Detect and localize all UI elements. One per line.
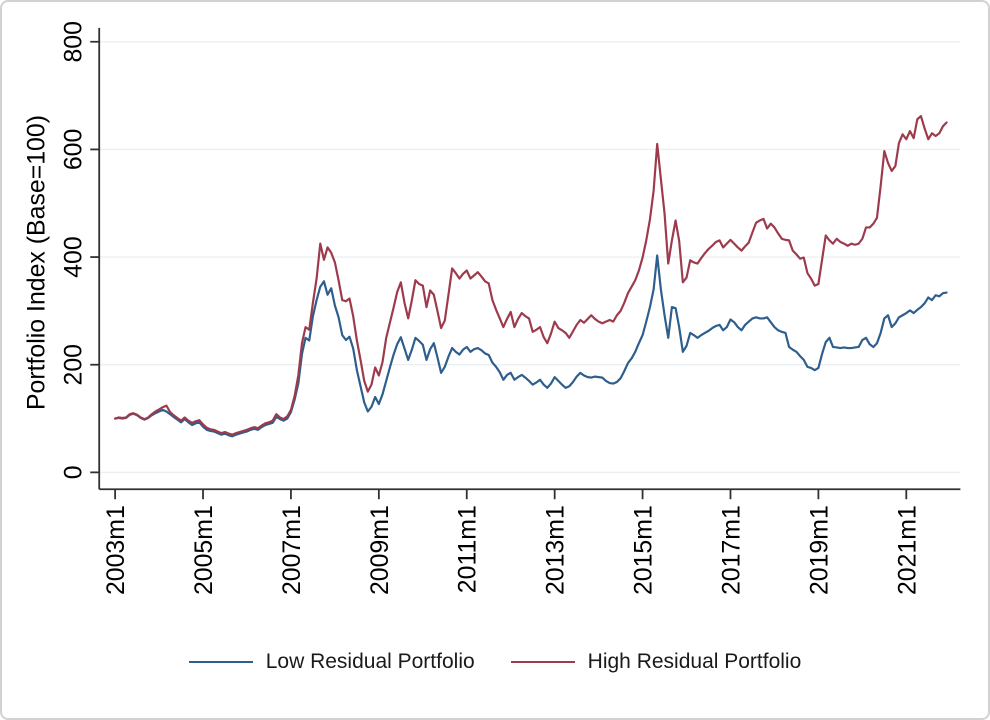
y-tick-label: 200 [59, 344, 87, 385]
legend-label-low: Low Residual Portfolio [265, 650, 475, 673]
x-tick-label: 2017m1 [717, 505, 745, 595]
x-tick-label: 2019m1 [805, 505, 833, 595]
series-line-low [114, 254, 948, 438]
y-tick-label: 600 [59, 129, 87, 170]
x-tick-label: 2015m1 [630, 505, 658, 595]
legend-line-low-icon [188, 661, 253, 663]
x-tick-label: 2009m1 [366, 505, 394, 595]
legend-item-low: Low Residual Portfolio [188, 650, 475, 674]
gridlines [99, 41, 961, 474]
axes [90, 27, 961, 500]
series-lines [114, 114, 948, 438]
y-tick-label: 0 [59, 465, 87, 479]
tick-labels: 0 200 400 600 800 2003m1 2005m1 2007m1 2009m1 201… [59, 21, 921, 595]
y-tick-label: 400 [59, 236, 87, 277]
legend-label-high: High Residual Portfolio [587, 650, 802, 673]
x-tick-label: 2013m1 [542, 505, 570, 595]
legend: Low Residual Portfolio High Residual Por… [2, 638, 988, 686]
legend-item-high: High Residual Portfolio [510, 650, 802, 674]
series-line-high [114, 114, 948, 436]
y-axis-title: Portfolio Index (Base=100) [23, 115, 51, 410]
x-tick-label: 2003m1 [102, 505, 130, 595]
legend-line-high-icon [510, 661, 575, 663]
y-tick-label: 800 [59, 21, 87, 62]
x-tick-label: 2007m1 [278, 505, 306, 595]
x-tick-label: 2021m1 [893, 505, 921, 595]
x-tick-label: 2011m1 [454, 505, 482, 593]
x-tick-label: 2005m1 [190, 505, 218, 595]
